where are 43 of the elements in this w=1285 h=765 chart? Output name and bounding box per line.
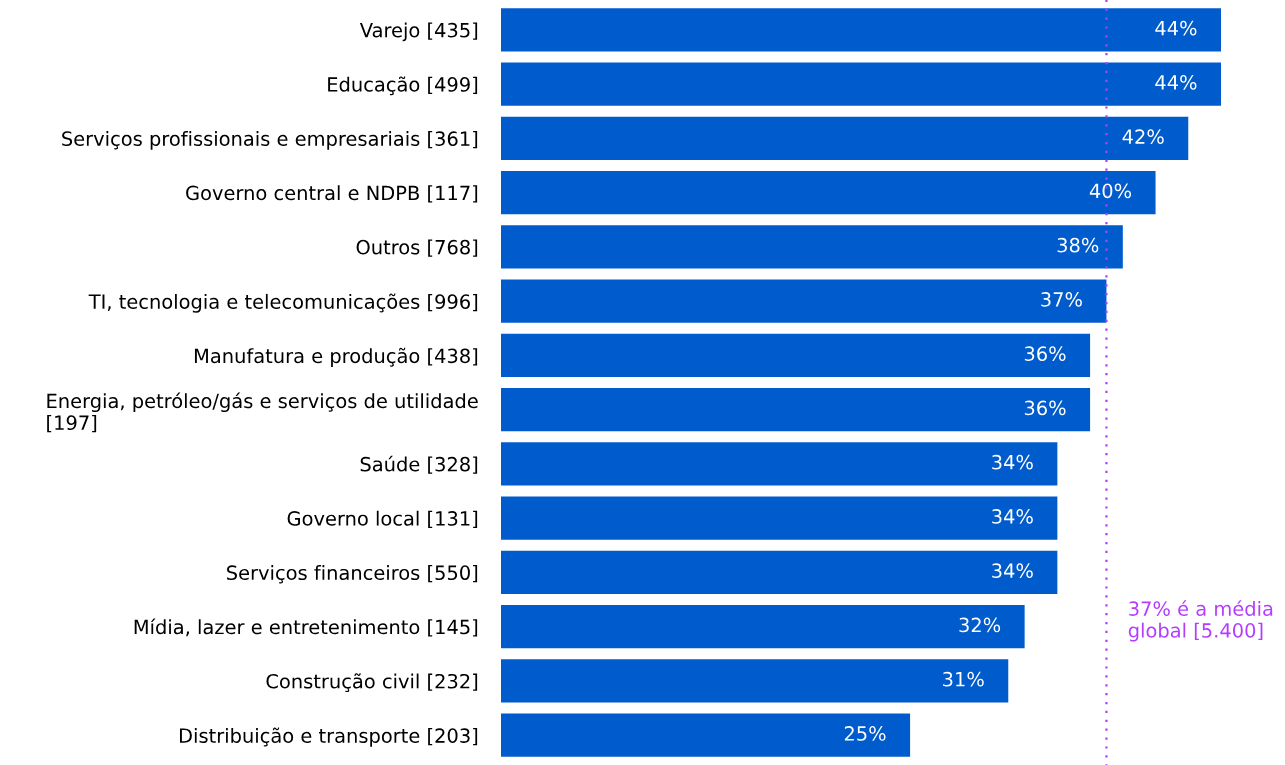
ref-line-label: 37% é a média global [5.400] xyxy=(1128,600,1273,642)
bar xyxy=(501,713,911,757)
y-tick-label: TI, tecnologia e telecomunicações [996] xyxy=(88,293,478,313)
bar xyxy=(501,496,1058,540)
data-label: 36% xyxy=(1024,400,1066,416)
y-tick-label: Governo local [131] xyxy=(287,510,478,529)
bar xyxy=(501,225,1123,269)
y-tick-label: Varejo [435] xyxy=(359,22,478,42)
data-label: 34% xyxy=(992,509,1033,524)
bar xyxy=(501,387,1091,432)
data-label: 38% xyxy=(1057,237,1099,253)
y-tick-label: Governo central e NDPB [117] xyxy=(186,185,478,203)
data-label: 36% xyxy=(1024,346,1066,362)
y-tick-label: Serviços profissionais e empresariais [361] xyxy=(62,130,478,150)
bar xyxy=(501,170,1156,215)
bar xyxy=(501,62,1221,106)
y-tick-label: Educação [499] xyxy=(328,76,478,96)
data-label: 34% xyxy=(992,454,1033,470)
y-tick-label: Manufatura e produção [438] xyxy=(194,347,478,367)
data-label: 44% xyxy=(1155,75,1197,90)
bar xyxy=(501,550,1058,595)
bar xyxy=(501,442,1058,486)
bar xyxy=(501,8,1221,52)
y-tick-label: Saúde [328] xyxy=(360,455,478,474)
bar xyxy=(501,116,1189,161)
y-tick-label: Mídia, lazer e entretenimento [145] xyxy=(134,618,478,637)
data-label: 44% xyxy=(1155,20,1197,36)
data-label: 31% xyxy=(943,671,984,687)
data-label: 37% xyxy=(1041,292,1082,307)
y-tick-label: Outros [768] xyxy=(356,239,478,257)
y-tick-label: Distribuição e transporte [203] xyxy=(179,727,478,747)
data-label: 42% xyxy=(1122,129,1164,144)
bar xyxy=(501,333,1091,378)
bar xyxy=(501,279,1107,323)
y-tick-label: Serviços financeiros [550] xyxy=(227,565,478,584)
y-tick-label: Construção civil [232] xyxy=(266,673,478,693)
data-label: 40% xyxy=(1089,183,1132,199)
data-label: 34% xyxy=(992,563,1033,579)
bar xyxy=(501,604,1025,649)
bar xyxy=(501,659,1009,703)
data-label: 32% xyxy=(959,617,1001,633)
data-label: 25% xyxy=(844,726,886,741)
y-tick-label: Energia, petróleo/gás e serviços de utilidade [197] xyxy=(47,392,478,433)
